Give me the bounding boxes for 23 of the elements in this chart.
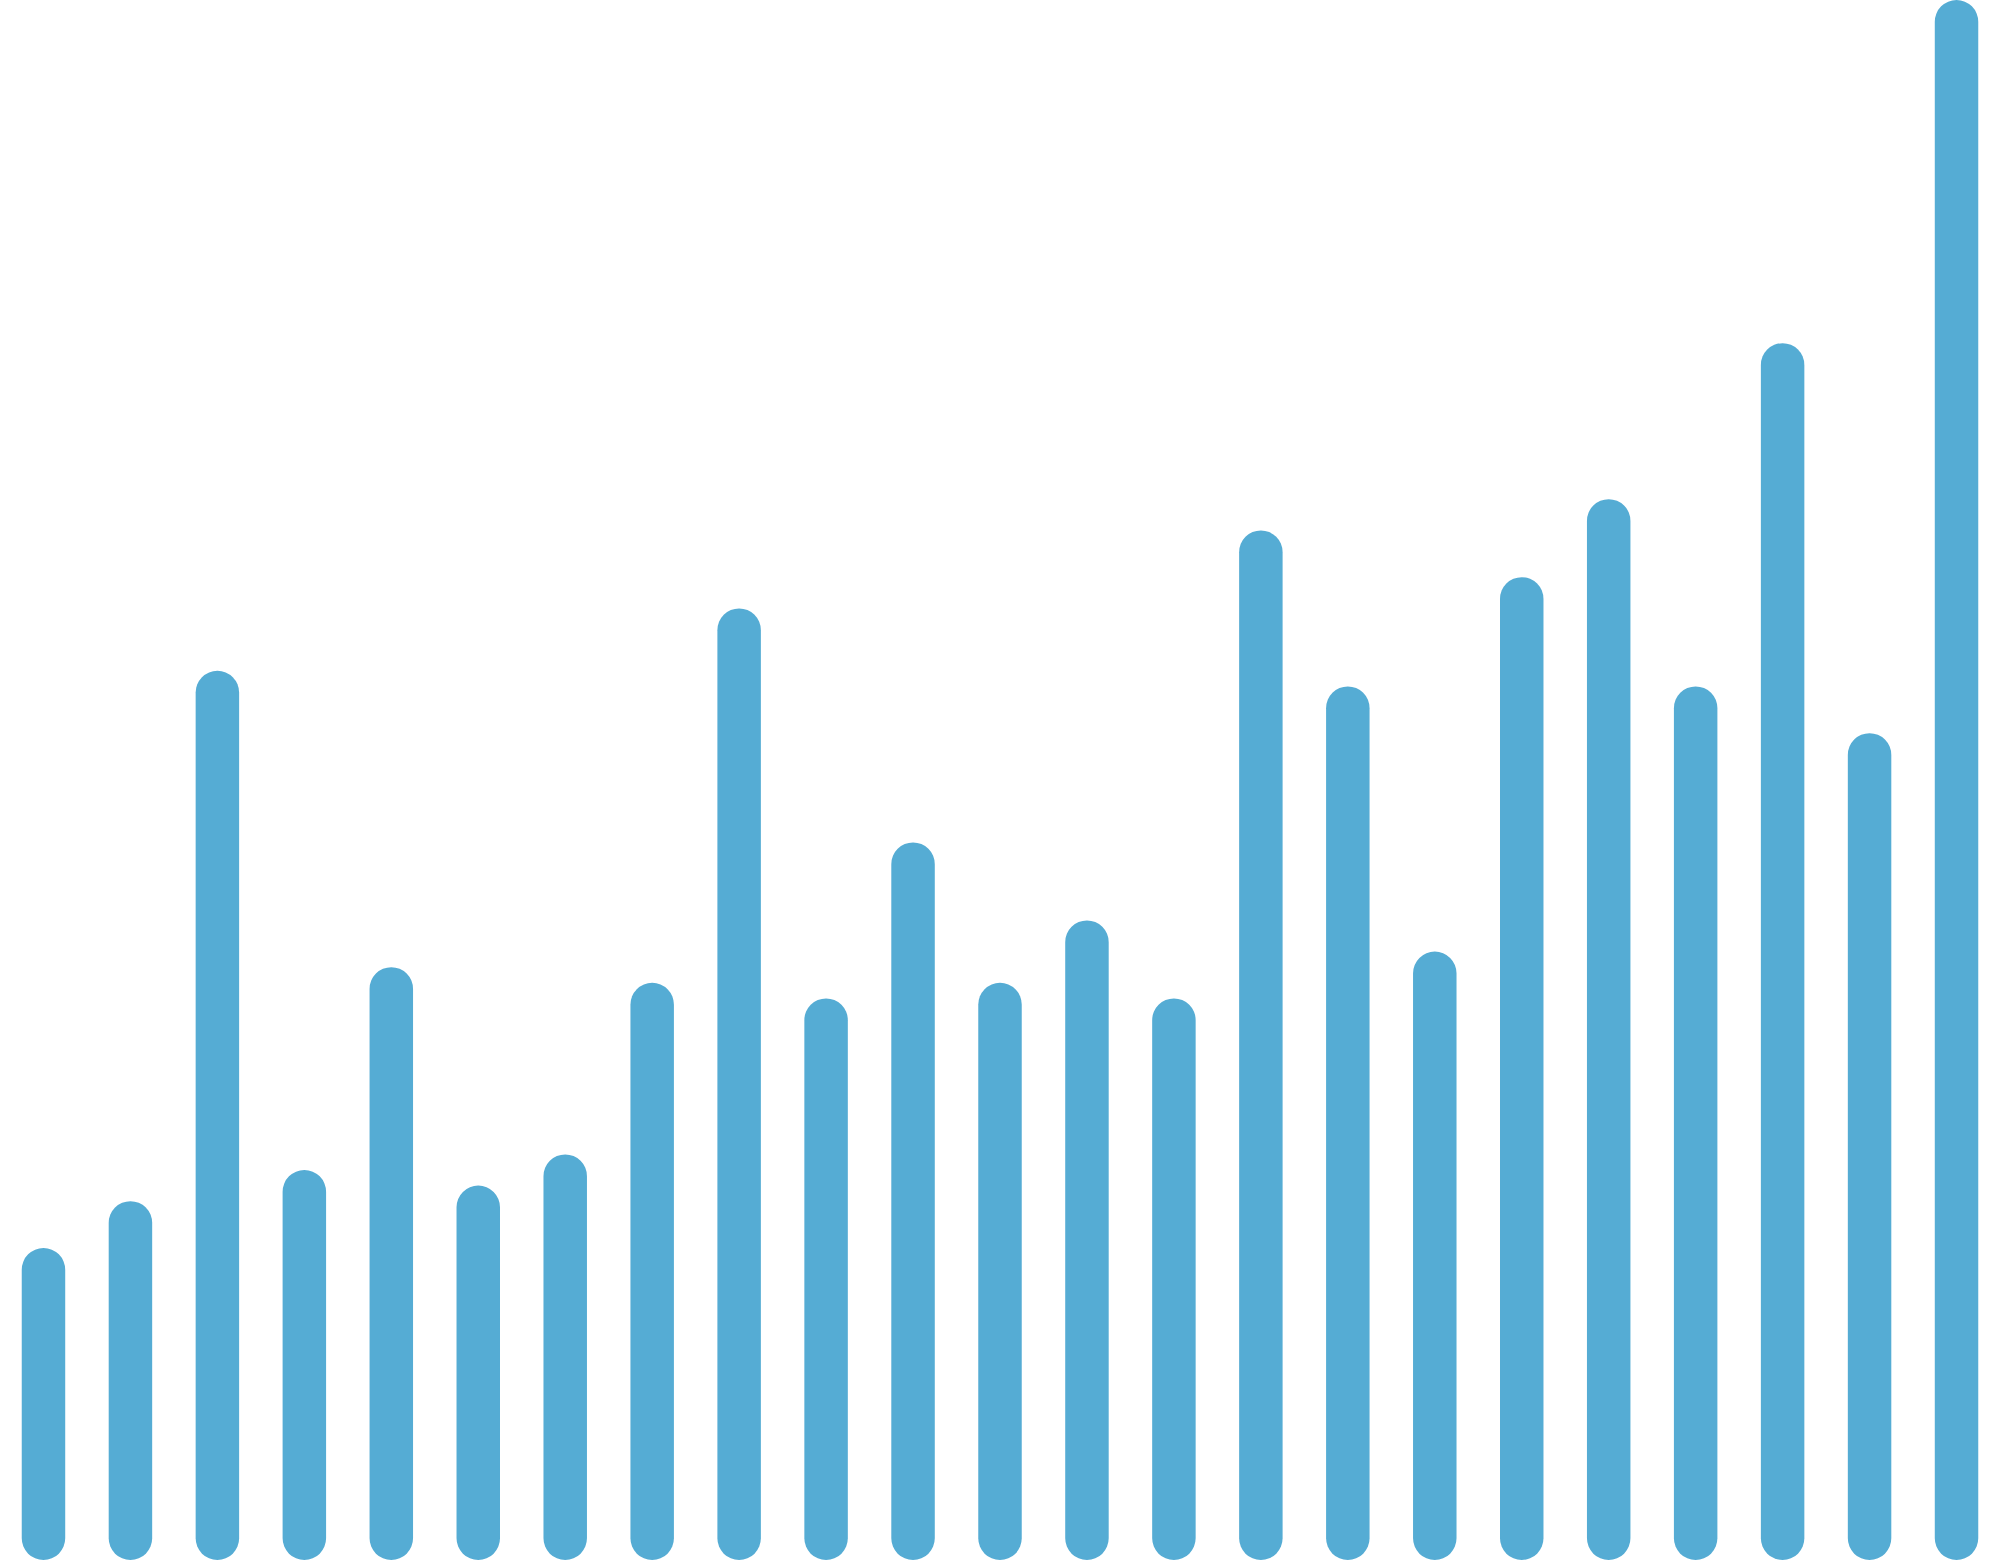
bar <box>282 1170 327 1560</box>
bar <box>369 967 414 1560</box>
bar <box>978 982 1022 1560</box>
bar <box>195 670 240 1560</box>
bar <box>1934 0 1979 1560</box>
bar <box>1326 686 1370 1560</box>
bar <box>1673 686 1718 1560</box>
bar <box>21 1248 66 1560</box>
bar <box>1413 951 1457 1560</box>
bar <box>1500 577 1544 1560</box>
bar <box>804 998 848 1560</box>
bar <box>456 1185 500 1560</box>
bar <box>1152 998 1196 1560</box>
bar <box>717 608 761 1560</box>
bar <box>1760 343 1805 1560</box>
bar <box>891 842 935 1560</box>
bar <box>108 1201 153 1560</box>
bar <box>630 982 674 1560</box>
bar <box>1065 920 1109 1560</box>
bar <box>1239 530 1283 1560</box>
bar <box>543 1154 587 1560</box>
bar <box>1586 499 1631 1560</box>
bar <box>1847 733 1892 1560</box>
